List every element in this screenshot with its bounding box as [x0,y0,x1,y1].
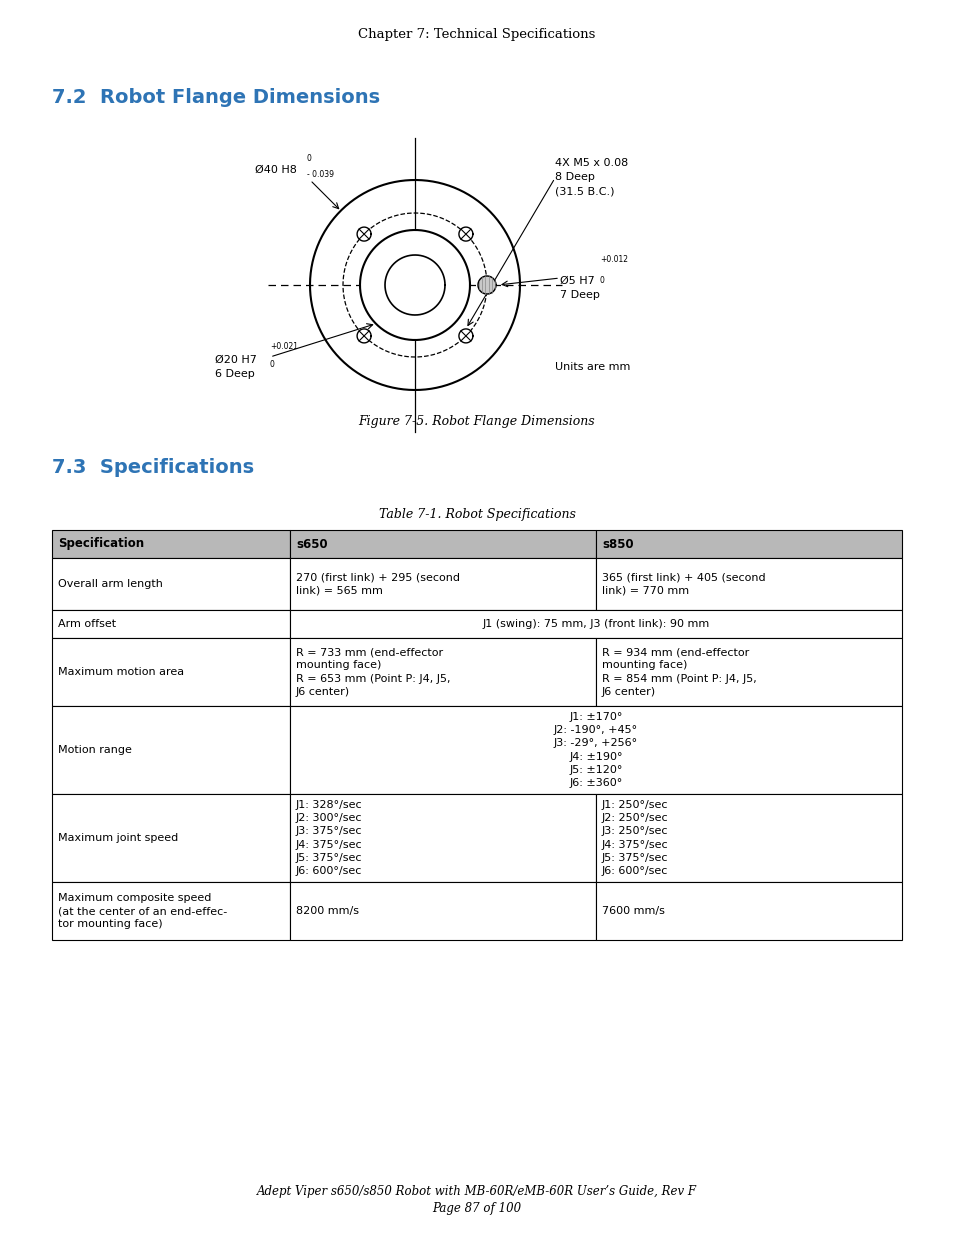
Text: Ø20 H7: Ø20 H7 [214,354,256,366]
Polygon shape [310,180,519,390]
Text: Figure 7-5. Robot Flange Dimensions: Figure 7-5. Robot Flange Dimensions [358,415,595,429]
Text: Units are mm: Units are mm [555,362,630,372]
Text: 7600 mm/s: 7600 mm/s [601,906,664,916]
Text: Table 7-1. Robot Specifications: Table 7-1. Robot Specifications [378,508,575,521]
Text: Ø5 H7: Ø5 H7 [559,275,594,287]
Polygon shape [458,227,473,241]
Text: Arm offset: Arm offset [58,619,116,629]
Text: 270 (first link) + 295 (second
link) = 565 mm: 270 (first link) + 295 (second link) = 5… [295,572,459,595]
Text: 365 (first link) + 405 (second
link) = 770 mm: 365 (first link) + 405 (second link) = 7… [601,572,765,595]
Polygon shape [385,254,444,315]
Bar [290,794,596,882]
Text: Maximum joint speed: Maximum joint speed [58,832,178,844]
Text: Motion range: Motion range [58,745,132,755]
Text: Ø40 H8: Ø40 H8 [254,165,296,175]
Text: 7.3  Specifications: 7.3 Specifications [52,458,253,477]
Bar [52,882,290,940]
Text: J1: ±170°
J2: -190°, +45°
J3: -29°, +256°
J4: ±190°
J5: ±120°
J6: ±360°: J1: ±170° J2: -190°, +45° J3: -29°, +256… [554,713,638,788]
Text: J1: 250°/sec
J2: 250°/sec
J3: 250°/sec
J4: 375°/sec
J5: 375°/sec
J6: 600°/sec: J1: 250°/sec J2: 250°/sec J3: 250°/sec J… [601,800,668,876]
Polygon shape [477,275,496,294]
Text: Adept Viper s650/s850 Robot with MB-60R/eMB-60R User’s Guide, Rev F: Adept Viper s650/s850 Robot with MB-60R/… [256,1186,697,1198]
Text: J1 (swing): 75 mm, J3 (front link): 90 mm: J1 (swing): 75 mm, J3 (front link): 90 m… [482,619,709,629]
Polygon shape [356,329,371,343]
Text: 7 Deep: 7 Deep [559,290,599,300]
Bar [52,530,290,558]
Bar [596,558,901,610]
Bar [596,530,901,558]
Text: 6 Deep: 6 Deep [214,369,254,379]
Text: Maximum composite speed
(at the center of an end-effec-
tor mounting face): Maximum composite speed (at the center o… [58,893,227,929]
Text: R = 733 mm (end-effector
mounting face)
R = 653 mm (Point P: J4, J5,
J6 center): R = 733 mm (end-effector mounting face) … [295,647,450,697]
Bar [52,638,290,706]
Bar [52,706,290,794]
Bar [290,882,596,940]
Bar [290,610,901,638]
Text: 8200 mm/s: 8200 mm/s [295,906,358,916]
Text: 0: 0 [307,154,312,163]
Text: s650: s650 [295,537,327,551]
Text: Overall arm length: Overall arm length [58,579,163,589]
Text: 7.2  Robot Flange Dimensions: 7.2 Robot Flange Dimensions [52,88,379,107]
Text: Maximum motion area: Maximum motion area [58,667,184,677]
Text: Page 87 of 100: Page 87 of 100 [432,1202,521,1215]
Text: (31.5 B.C.): (31.5 B.C.) [555,186,614,196]
Text: Specification: Specification [58,537,144,551]
Polygon shape [356,227,371,241]
Bar [52,794,290,882]
Text: R = 934 mm (end-effector
mounting face)
R = 854 mm (Point P: J4, J5,
J6 center): R = 934 mm (end-effector mounting face) … [601,647,756,697]
Text: +0.021: +0.021 [270,342,297,351]
Bar [290,706,901,794]
Bar [596,638,901,706]
Bar [290,558,596,610]
Text: +0.012: +0.012 [599,254,627,264]
Polygon shape [458,329,473,343]
Bar [52,558,290,610]
Bar [52,610,290,638]
Text: 0: 0 [270,359,274,369]
Bar [596,882,901,940]
Text: s850: s850 [601,537,633,551]
Text: J1: 328°/sec
J2: 300°/sec
J3: 375°/sec
J4: 375°/sec
J5: 375°/sec
J6: 600°/sec: J1: 328°/sec J2: 300°/sec J3: 375°/sec J… [295,800,362,876]
Polygon shape [359,230,470,340]
Bar [290,530,596,558]
Text: - 0.039: - 0.039 [307,170,334,179]
Text: 8 Deep: 8 Deep [555,172,595,182]
Text: 4X M5 x 0.08: 4X M5 x 0.08 [555,158,628,168]
Bar [596,794,901,882]
Bar [290,638,596,706]
Text: 0: 0 [599,275,604,285]
Text: Chapter 7: Technical Specifications: Chapter 7: Technical Specifications [358,28,595,41]
